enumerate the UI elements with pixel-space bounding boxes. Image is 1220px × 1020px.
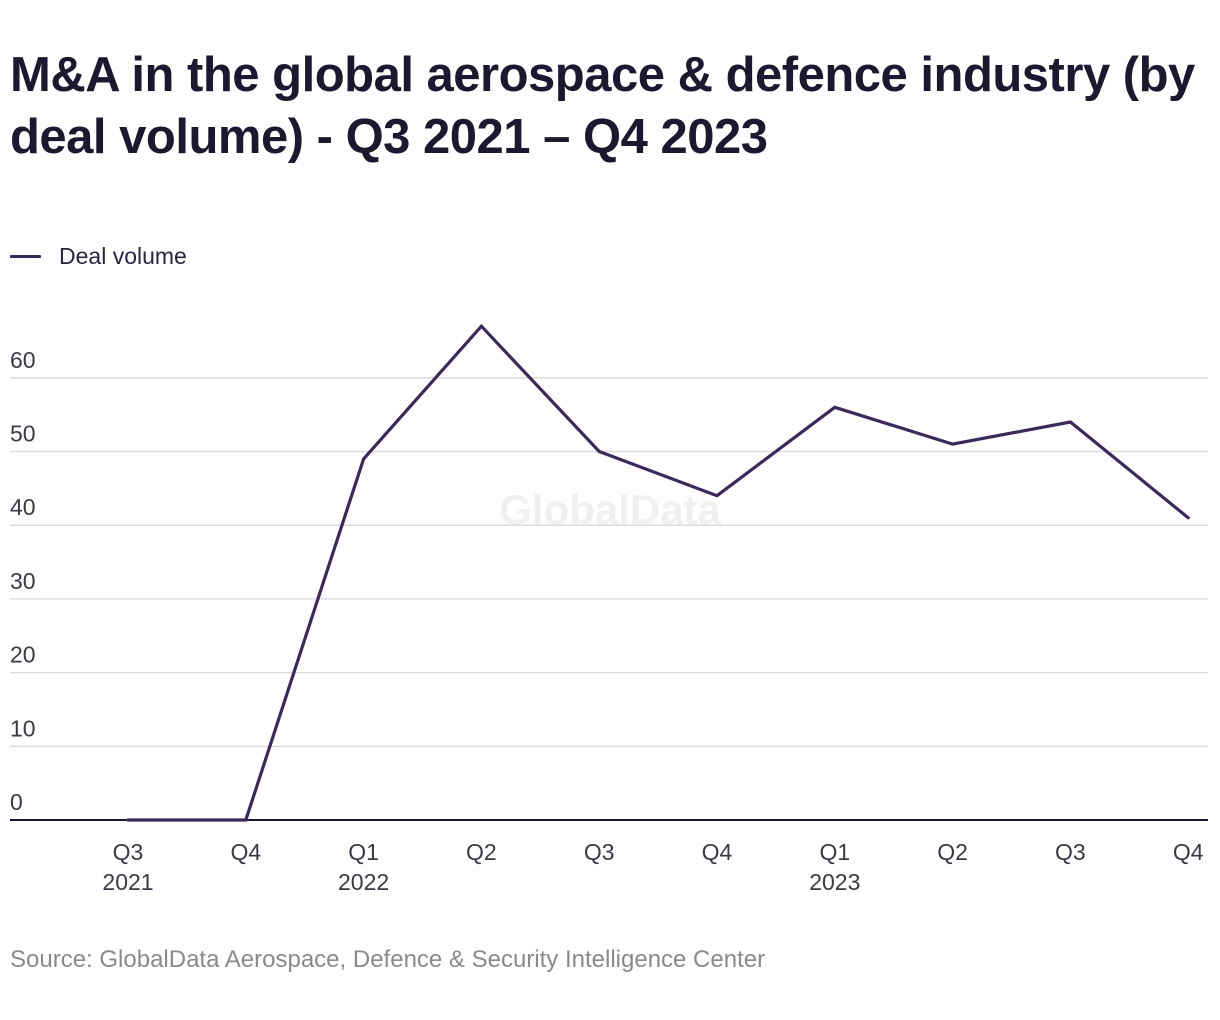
source-note: Source: GlobalData Aerospace, Defence & … (10, 946, 766, 973)
watermark: GlobalData (499, 486, 721, 533)
series-line-deal-volume (126, 323, 1190, 822)
legend-swatch (10, 255, 41, 258)
x-tick-label: Q3 (584, 839, 615, 865)
x-axis-ticks: Q3 2021 Q4 Q1 2022 Q2 Q3 Q4 Q1 2023 Q2 Q3 Q4 (102, 839, 1203, 895)
y-tick-label: 20 (10, 642, 36, 668)
y-tick-label: 60 (10, 347, 36, 373)
y-tick-label: 10 (10, 715, 36, 741)
legend-label: Deal volume (59, 243, 187, 269)
chart-title: M&A in the global aerospace & defence in… (10, 48, 1195, 164)
x-tick-label: Q1 (819, 839, 850, 865)
x-tick-year-label: 2021 (102, 869, 153, 895)
x-tick-label: Q4 (1173, 839, 1204, 865)
series (126, 323, 1190, 822)
grid-lines (10, 377, 1208, 821)
x-tick-label: Q2 (466, 839, 497, 865)
y-tick-label: 30 (10, 568, 36, 594)
x-tick-label: Q2 (937, 839, 968, 865)
y-axis-ticks: 0 10 20 30 40 50 60 (10, 347, 36, 815)
x-tick-label: Q3 (1055, 839, 1086, 865)
x-tick-label: Q4 (702, 839, 733, 865)
x-tick-year-label: 2022 (338, 869, 389, 895)
y-tick-label: 50 (10, 421, 36, 447)
y-tick-label: 40 (10, 494, 36, 520)
x-tick-label: Q3 (113, 839, 144, 865)
legend: Deal volume (10, 243, 187, 270)
x-tick-year-label: 2023 (809, 869, 860, 895)
x-tick-label: Q1 (348, 839, 379, 865)
y-tick-label: 0 (10, 789, 23, 815)
x-tick-label: Q4 (230, 839, 261, 865)
